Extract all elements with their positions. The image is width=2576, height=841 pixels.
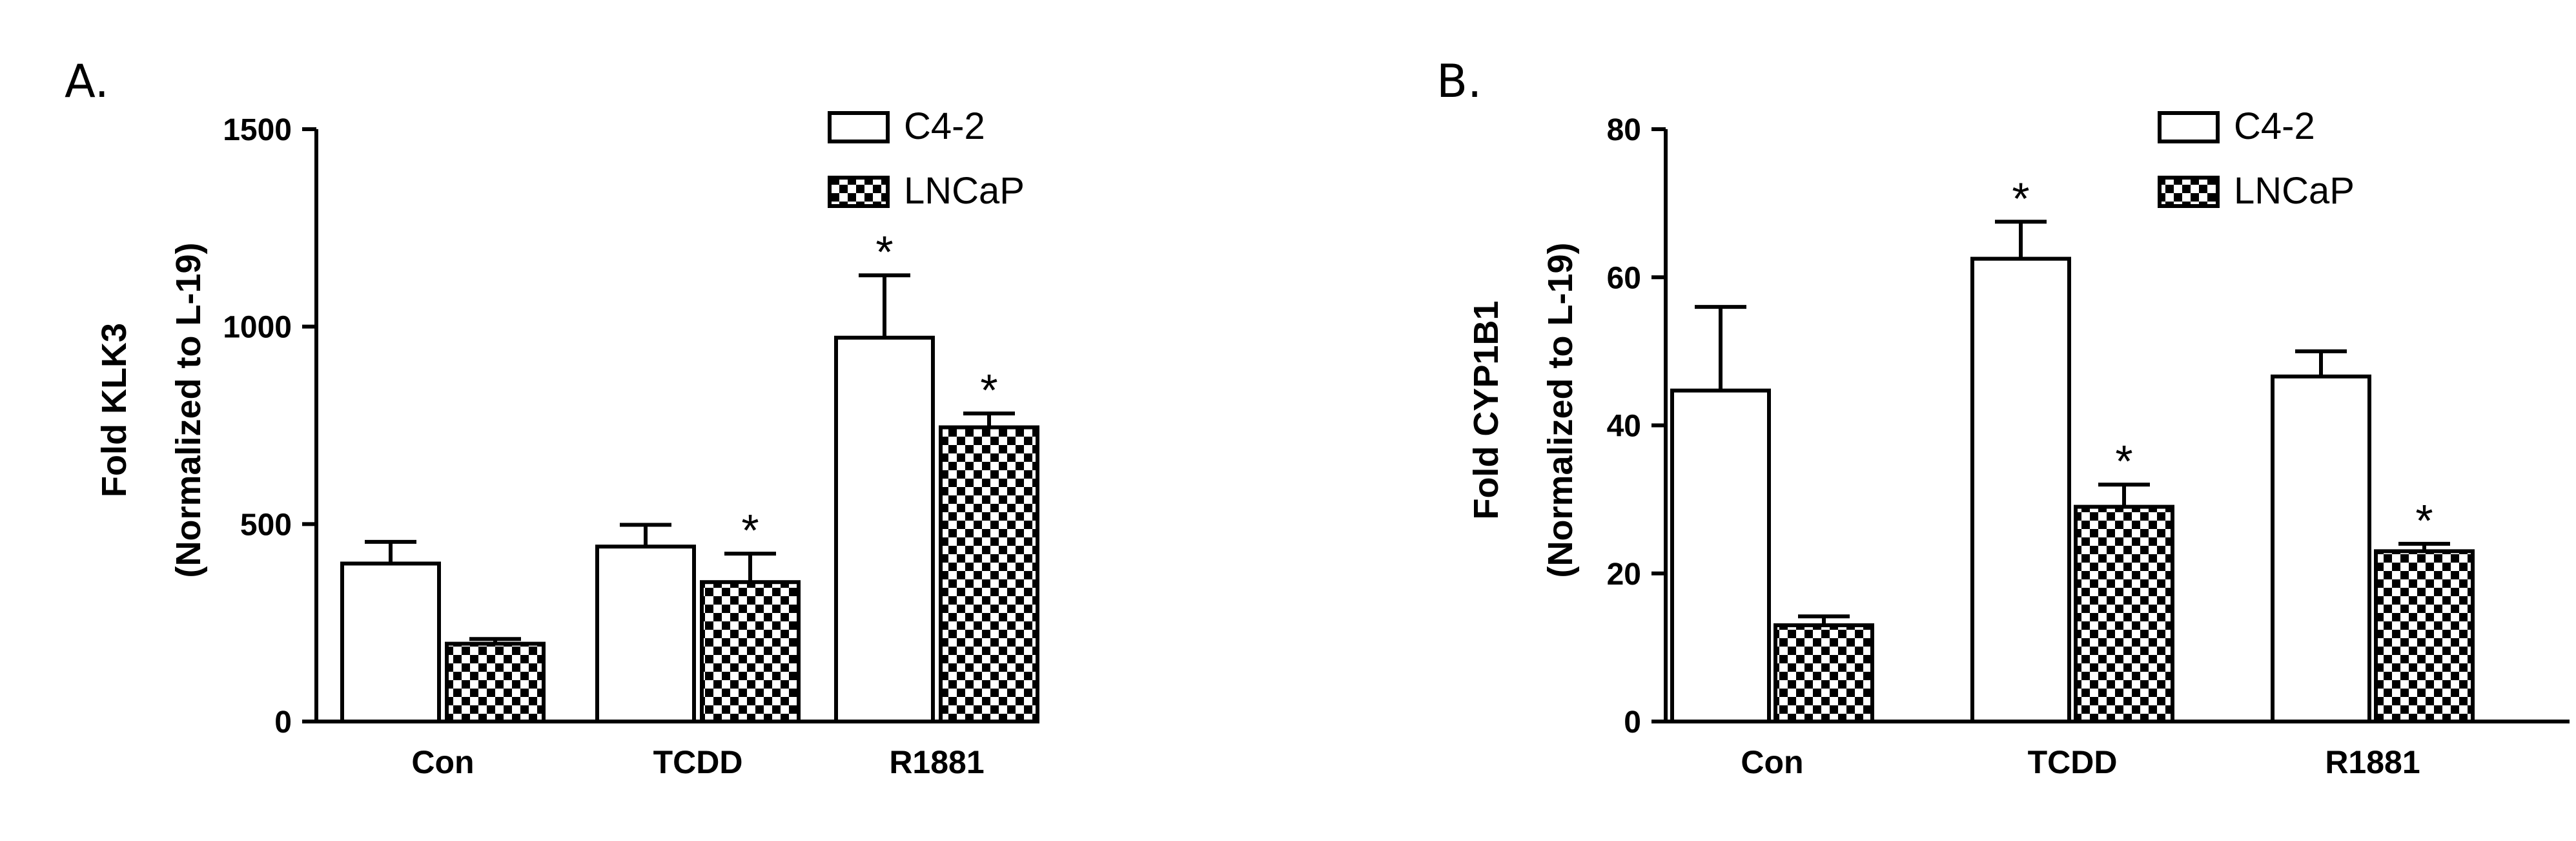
panel-b-legend-swatch-lncap — [2158, 176, 2220, 208]
panel-a: A. Fold KLK3 (Normalized to L-19) 0 500 10… — [65, 55, 1039, 780]
panel-b-significance-star: * — [2012, 173, 2029, 223]
panel-a-bar-c42-r1881 — [834, 335, 935, 723]
panel-a-letter: A. — [65, 55, 109, 108]
panel-b-legend-label: C4-2 — [2234, 105, 2315, 147]
panel-b-y-tick-label: 60 — [1607, 261, 1641, 295]
panel-a-significance-star: * — [875, 227, 893, 277]
panel-b-y-tick-label: 40 — [1607, 410, 1641, 444]
panel-b-bar-c42-tcdd — [1970, 256, 2071, 723]
panel-a-bar-lncap-r1881 — [939, 425, 1039, 723]
panel-b-bar-c42-con — [1670, 388, 1771, 723]
panel-a-legend-label: LNCaP — [904, 170, 1025, 212]
panel-b-bar-lncap-con — [1774, 623, 1874, 723]
panel-b-legend-swatch-c42 — [2158, 111, 2220, 143]
panel-a-plot: 0 500 1000 1500 Con * TCDD * * R1881 C4-2 LNCaP — [223, 105, 1039, 780]
panel-a-y-tick-label: 0 — [274, 705, 292, 740]
panel-a-bar-c42-con — [340, 561, 441, 724]
panel-a-bar-lncap-con — [445, 641, 546, 723]
panel-b-plot: 0 20 40 60 80 Con * * TCDD * R1881 C4-2 LNCaP — [1607, 105, 2570, 780]
panel-a-legend-swatch-lncap — [828, 176, 890, 208]
panel-a-y-tick-label: 500 — [240, 508, 292, 542]
panel-a-ylabel: Fold KLK3 (Normalized to L-19) — [95, 242, 208, 577]
panel-a-category-label: TCDD — [653, 744, 743, 780]
panel-a-significance-star: * — [980, 365, 997, 415]
panel-b-significance-star: * — [2115, 436, 2132, 486]
panel-a-legend-label: C4-2 — [904, 105, 985, 147]
panel-a-y-tick-label: 1500 — [223, 113, 292, 147]
panel-b-significance-star: * — [2415, 495, 2433, 546]
panel-b-bar-lncap-tcdd — [2074, 504, 2174, 724]
panel-a-legend-swatch-c42 — [828, 111, 890, 143]
panel-a-ylabel-line2: (Normalized to L-19) — [169, 242, 208, 577]
panel-a-bar-c42-tcdd — [595, 545, 696, 723]
panel-b-category-label: TCDD — [2028, 744, 2118, 780]
panel-b-ylabel-line1: Fold CYP1B1 — [1467, 300, 1506, 519]
panel-b: B. Fold CYP1B1 (Normalized to L-19) 0 20 4… — [1436, 55, 2570, 780]
panel-b-legend-label: LNCaP — [2234, 170, 2355, 212]
panel-a-y-tick-label: 1000 — [223, 311, 292, 345]
panel-b-category-label: Con — [1741, 744, 1803, 780]
panel-b-category-label: R1881 — [2325, 744, 2420, 780]
panel-b-y-tick-label: 0 — [1624, 705, 1641, 740]
panel-b-bar-c42-r1881 — [2271, 374, 2371, 723]
panel-b-y-tick-label: 80 — [1607, 113, 1641, 147]
panel-a-bar-lncap-tcdd — [700, 580, 801, 723]
panel-b-ylabel-line2: (Normalized to L-19) — [1541, 242, 1580, 577]
panel-a-ylabel-line1: Fold KLK3 — [95, 323, 134, 497]
panel-b-y-tick-label: 20 — [1607, 557, 1641, 592]
panel-b-bar-lncap-r1881 — [2374, 549, 2475, 723]
panel-a-category-label: R1881 — [889, 744, 984, 780]
panel-a-significance-star: * — [741, 505, 759, 555]
panel-b-letter: B. — [1436, 55, 1482, 108]
panel-a-category-label: Con — [411, 744, 474, 780]
panel-b-ylabel: Fold CYP1B1 (Normalized to L-19) — [1467, 242, 1580, 577]
